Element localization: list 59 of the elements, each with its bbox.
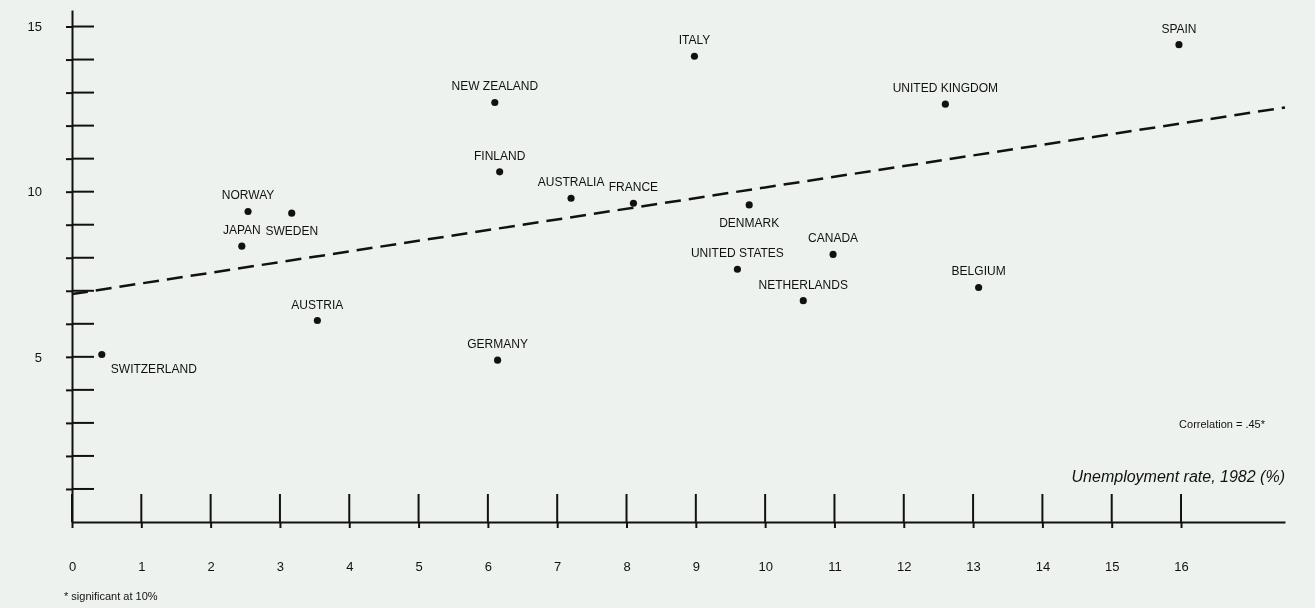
annotation: SWITZERLAND <box>110 361 198 376</box>
point <box>496 168 504 176</box>
annotation: UNITED KINGDOM <box>892 81 999 96</box>
point <box>690 52 699 60</box>
point <box>745 201 753 209</box>
annotation: Correlation = .45* <box>1179 418 1266 430</box>
y-tick-label: 5 <box>34 349 42 365</box>
point <box>313 316 321 325</box>
x-tick-label: 2 <box>207 559 215 575</box>
annotation: DENMARK <box>719 215 780 230</box>
point <box>491 98 499 107</box>
x-tick-label: 0 <box>68 559 77 575</box>
annotation: SPAIN <box>1161 21 1197 36</box>
x-tick-label: 9 <box>692 559 700 575</box>
x-tick-label: 6 <box>484 559 492 575</box>
annotation: ITALY <box>678 33 711 48</box>
annotation: NETHERLANDS <box>758 277 848 292</box>
x-tick-label: 8 <box>623 559 631 575</box>
x-tick-label: 10 <box>758 559 773 575</box>
y-tick-label: 15 <box>27 19 42 35</box>
point <box>567 194 575 202</box>
point <box>941 100 949 108</box>
x-tick-label: 4 <box>346 559 354 575</box>
x-tick-label: 7 <box>554 559 562 575</box>
point <box>244 207 252 216</box>
x-tick-label: 14 <box>1035 559 1051 575</box>
point <box>975 283 983 292</box>
x-tick-label: 16 <box>1174 559 1189 575</box>
annotation: GERMANY <box>467 337 528 352</box>
annotation: AUSTRIA <box>291 297 344 312</box>
text: * significant at 10% <box>64 590 158 602</box>
x-tick-label: 15 <box>1104 559 1120 575</box>
point <box>1175 41 1183 49</box>
x-axis-title: Unemployment rate, 1982 (%) <box>1071 468 1285 485</box>
annotation: FINLAND <box>474 148 526 163</box>
y-tick-label: 10 <box>27 184 42 200</box>
annotation: FRANCE <box>608 180 659 195</box>
annotation: NEW ZEALAND <box>451 79 539 94</box>
annotation: JAPAN <box>222 223 261 238</box>
point <box>733 265 741 273</box>
annotation: BELGIUM <box>951 264 1006 279</box>
point <box>494 356 502 364</box>
x-tick-label: 3 <box>276 559 285 575</box>
x-tick-label: 11 <box>828 559 842 575</box>
annotation: AUSTRALIA <box>537 175 605 190</box>
x-tick-label: 1 <box>138 559 146 575</box>
annotation: SWEDEN <box>265 224 319 239</box>
annotation: CANADA <box>808 231 859 246</box>
point <box>799 297 807 305</box>
annotation: UNITED STATES <box>690 246 784 261</box>
point <box>98 350 106 359</box>
x-tick-label: 5 <box>415 559 423 575</box>
point <box>238 242 246 250</box>
x-tick-label: 13 <box>966 559 981 575</box>
x-tick-label: 12 <box>897 559 912 575</box>
point <box>629 199 638 207</box>
point <box>288 209 296 217</box>
point <box>829 250 837 258</box>
annotation: NORWAY <box>221 188 275 203</box>
